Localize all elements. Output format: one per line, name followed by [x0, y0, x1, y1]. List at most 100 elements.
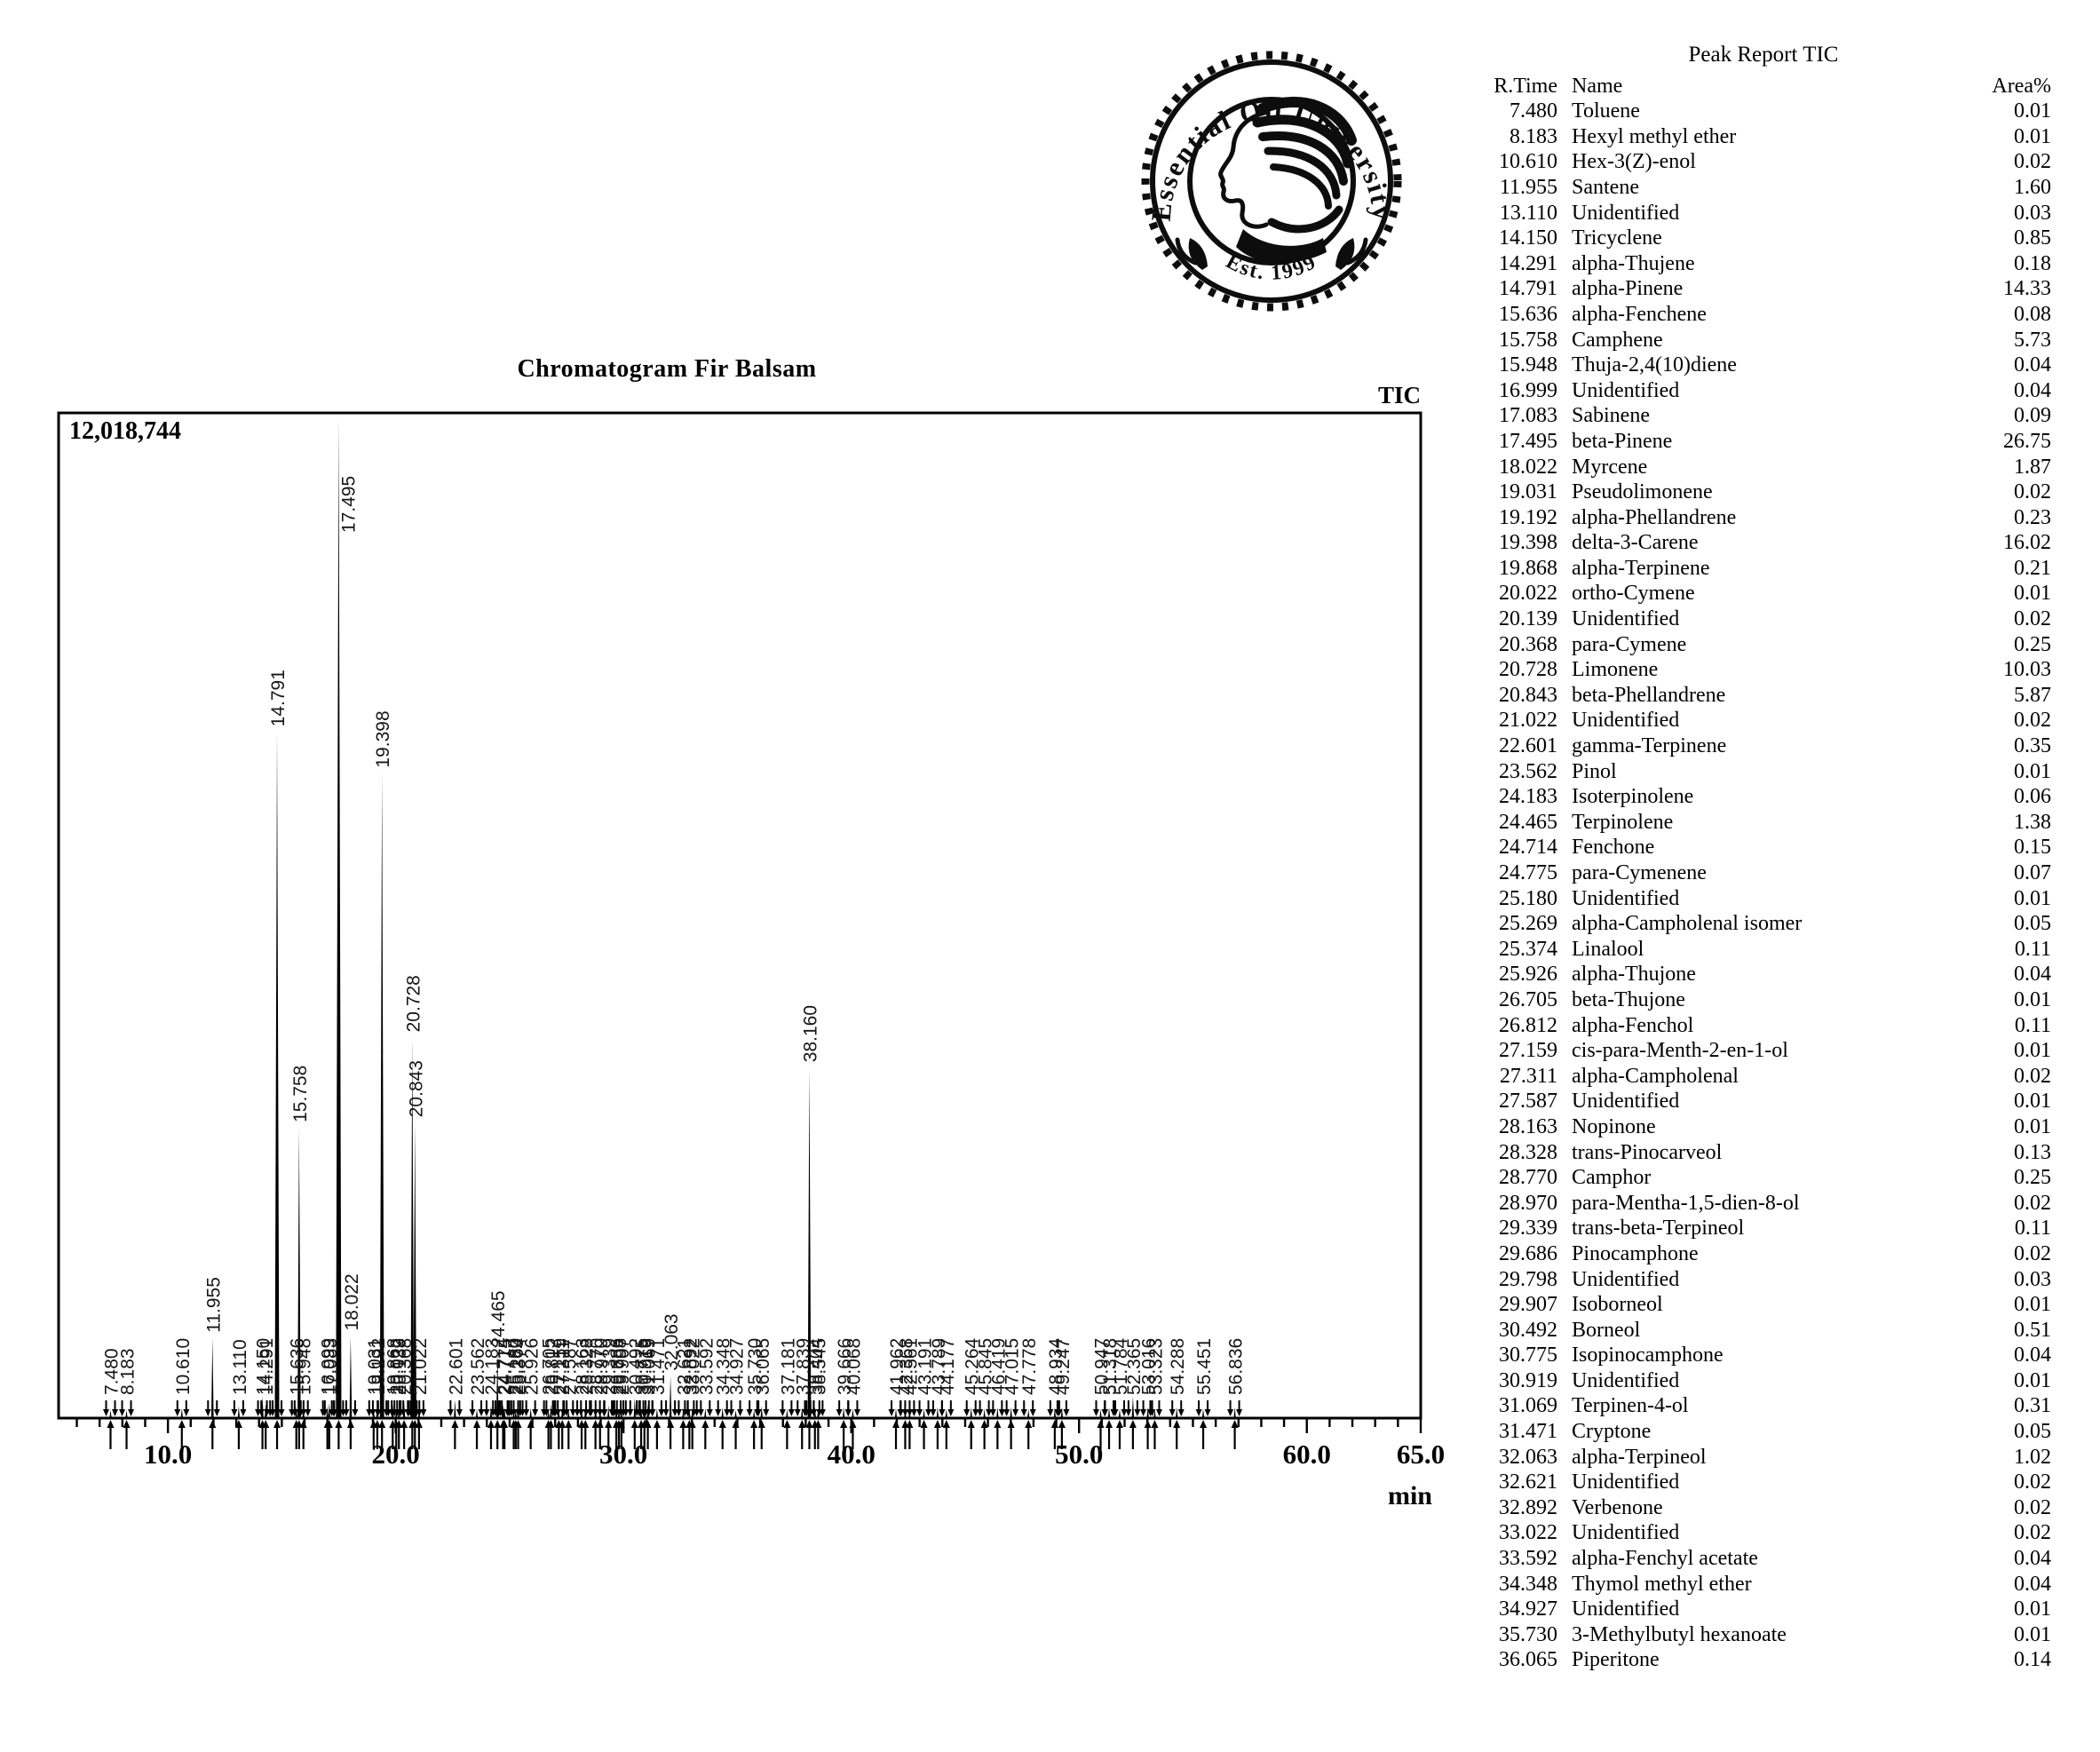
peak-rt-label: 30.919	[636, 1338, 656, 1395]
cell-area: 0.02	[2014, 150, 2051, 174]
cell-name: Terpinolene	[1572, 810, 1674, 834]
peak-rt-label: 15.636	[288, 1338, 308, 1395]
cell-area: 1.87	[2014, 455, 2051, 479]
table-row: 31.471 Cryptone 0.05	[1476, 1419, 2051, 1445]
table-row: 20.843 beta-Phellandrene 5.87	[1476, 683, 2051, 709]
cell-rtime: 19.192	[1499, 505, 1557, 529]
peak-spike	[1131, 1396, 1135, 1418]
cell-name: Verbenone	[1572, 1495, 1663, 1519]
cell-area: 0.02	[2014, 1521, 2051, 1545]
cell-rtime: 20.728	[1499, 658, 1557, 682]
peak-rt-label: 46.419	[988, 1338, 1009, 1395]
cell-name: trans-beta-Terpineol	[1572, 1217, 1745, 1241]
peak-spike	[1060, 1407, 1064, 1418]
cell-rtime: 20.139	[1499, 607, 1557, 631]
cell-name: alpha-Terpinene	[1572, 556, 1710, 580]
peak-rt-label: 33.592	[696, 1338, 717, 1395]
peak-rt-label: 49.247	[1053, 1338, 1074, 1395]
peak-spike	[1153, 1408, 1156, 1418]
cell-rtime: 20.022	[1499, 582, 1557, 606]
peak-spike	[1146, 1407, 1149, 1418]
cell-name: para-Cymene	[1572, 632, 1687, 656]
cell-area: 0.01	[2014, 1293, 2051, 1317]
cell-area: 10.03	[2003, 658, 2051, 682]
peak-rt-label: 22.601	[446, 1338, 466, 1395]
peak-rt-label: 21.022	[410, 1338, 431, 1395]
peak-rt-label: 29.798	[610, 1338, 630, 1395]
peak-rt-label: 27.311	[553, 1339, 574, 1395]
peak-rt-label: 19.192	[368, 1338, 389, 1395]
table-row: 29.339 trans-beta-Terpineol 0.11	[1476, 1216, 2051, 1241]
peak-rt-label: 27.159	[550, 1338, 570, 1395]
cell-area: 0.01	[2014, 1597, 2051, 1621]
cell-rtime: 34.348	[1499, 1572, 1557, 1596]
cell-area: 0.01	[2014, 1622, 2051, 1646]
peak-spike	[529, 1407, 532, 1418]
cell-area: 0.13	[2014, 1140, 2051, 1164]
peak-rt-label: 45.845	[976, 1338, 996, 1395]
cell-area: 0.02	[2014, 1495, 2051, 1519]
peak-rt-label: 20.728	[403, 975, 424, 1032]
peak-spike	[1201, 1408, 1205, 1418]
peak-rt-label: 20.139	[390, 1338, 410, 1395]
cell-area: 0.31	[2014, 1394, 2051, 1418]
cell-name: Toluene	[1572, 99, 1640, 123]
cell-rtime: 30.775	[1499, 1344, 1557, 1368]
table-row: 19.192 alpha-Phellandrene 0.23	[1476, 505, 2051, 531]
peak-rt-label: 24.465	[488, 1290, 509, 1347]
table-row: 29.798 Unidentified 0.03	[1476, 1267, 2051, 1293]
cell-area: 0.14	[2014, 1648, 2051, 1672]
cell-rtime: 28.770	[1499, 1166, 1557, 1190]
cell-rtime: 24.465	[1499, 810, 1557, 834]
peak-rt-label: 25.269	[507, 1338, 527, 1395]
peak-spike	[1118, 1408, 1121, 1418]
x-tick-label: 30.0	[599, 1439, 647, 1470]
peak-spike	[489, 1406, 493, 1418]
table-row: 20.368 para-Cymene 0.25	[1476, 632, 2051, 658]
peak-spike	[617, 1407, 621, 1418]
cell-rtime: 22.601	[1499, 734, 1557, 758]
peak-rt-label: 30.492	[626, 1338, 646, 1395]
cell-rtime: 20.368	[1499, 632, 1557, 656]
cell-area: 0.03	[2014, 201, 2051, 225]
peak-rt-label: 33.022	[684, 1338, 704, 1395]
peak-spike	[970, 1407, 972, 1418]
peak-rt-label: 53.016	[1139, 1338, 1160, 1395]
peak-rt-label: 18.022	[342, 1273, 362, 1330]
peak-table-body: 7.480 Toluene 0.01 8.183 Hexyl methyl ether 0…	[1476, 99, 2051, 1673]
cell-name: alpha-Thujene	[1572, 251, 1695, 275]
table-row: 34.348 Thymol methyl ether 0.04	[1476, 1572, 2051, 1597]
table-row: 31.069 Terpinen-4-ol 0.31	[1476, 1393, 2051, 1419]
table-row: 28.328 trans-Pinocarveol 0.13	[1476, 1140, 2051, 1166]
peak-spike	[349, 1336, 353, 1418]
cell-area: 0.08	[2014, 302, 2051, 326]
cell-rtime: 33.022	[1499, 1521, 1557, 1545]
cell-name: Hexyl methyl ether	[1572, 124, 1737, 148]
peak-rt-label: 32.621	[674, 1338, 694, 1395]
peak-spike	[752, 1410, 756, 1418]
peak-rt-label: 31.471	[648, 1338, 669, 1395]
peak-rt-label: 32.063	[662, 1313, 682, 1370]
peak-rt-label: 16.999	[319, 1338, 339, 1395]
peak-rt-label: 13.110	[230, 1339, 250, 1395]
peak-rt-label: 24.775	[495, 1338, 516, 1395]
cell-rtime: 29.907	[1499, 1293, 1557, 1317]
peak-spike	[454, 1399, 456, 1418]
table-row: 25.180 Unidentified 0.01	[1476, 886, 2051, 912]
cell-area: 5.87	[2014, 683, 2051, 707]
cell-rtime: 10.610	[1499, 150, 1557, 174]
peak-spike	[704, 1407, 707, 1418]
peak-rt-label: 56.836	[1226, 1338, 1247, 1395]
peak-rt-label: 45.264	[963, 1337, 983, 1395]
cell-name: Tricyclene	[1572, 226, 1662, 250]
cell-rtime: 26.812	[1499, 1013, 1557, 1037]
x-tick-label: 65.0	[1397, 1439, 1445, 1470]
table-row: 19.398 delta-3-Carene 16.02	[1476, 530, 2051, 556]
peak-rt-label: 24.714	[495, 1337, 515, 1395]
cell-rtime: 25.374	[1499, 937, 1557, 961]
peak-spike	[125, 1410, 128, 1418]
table-row: 28.770 Camphor 0.25	[1476, 1165, 2051, 1191]
cell-area: 0.01	[2014, 1114, 2051, 1138]
cell-name: alpha-Campholenal	[1572, 1064, 1739, 1088]
